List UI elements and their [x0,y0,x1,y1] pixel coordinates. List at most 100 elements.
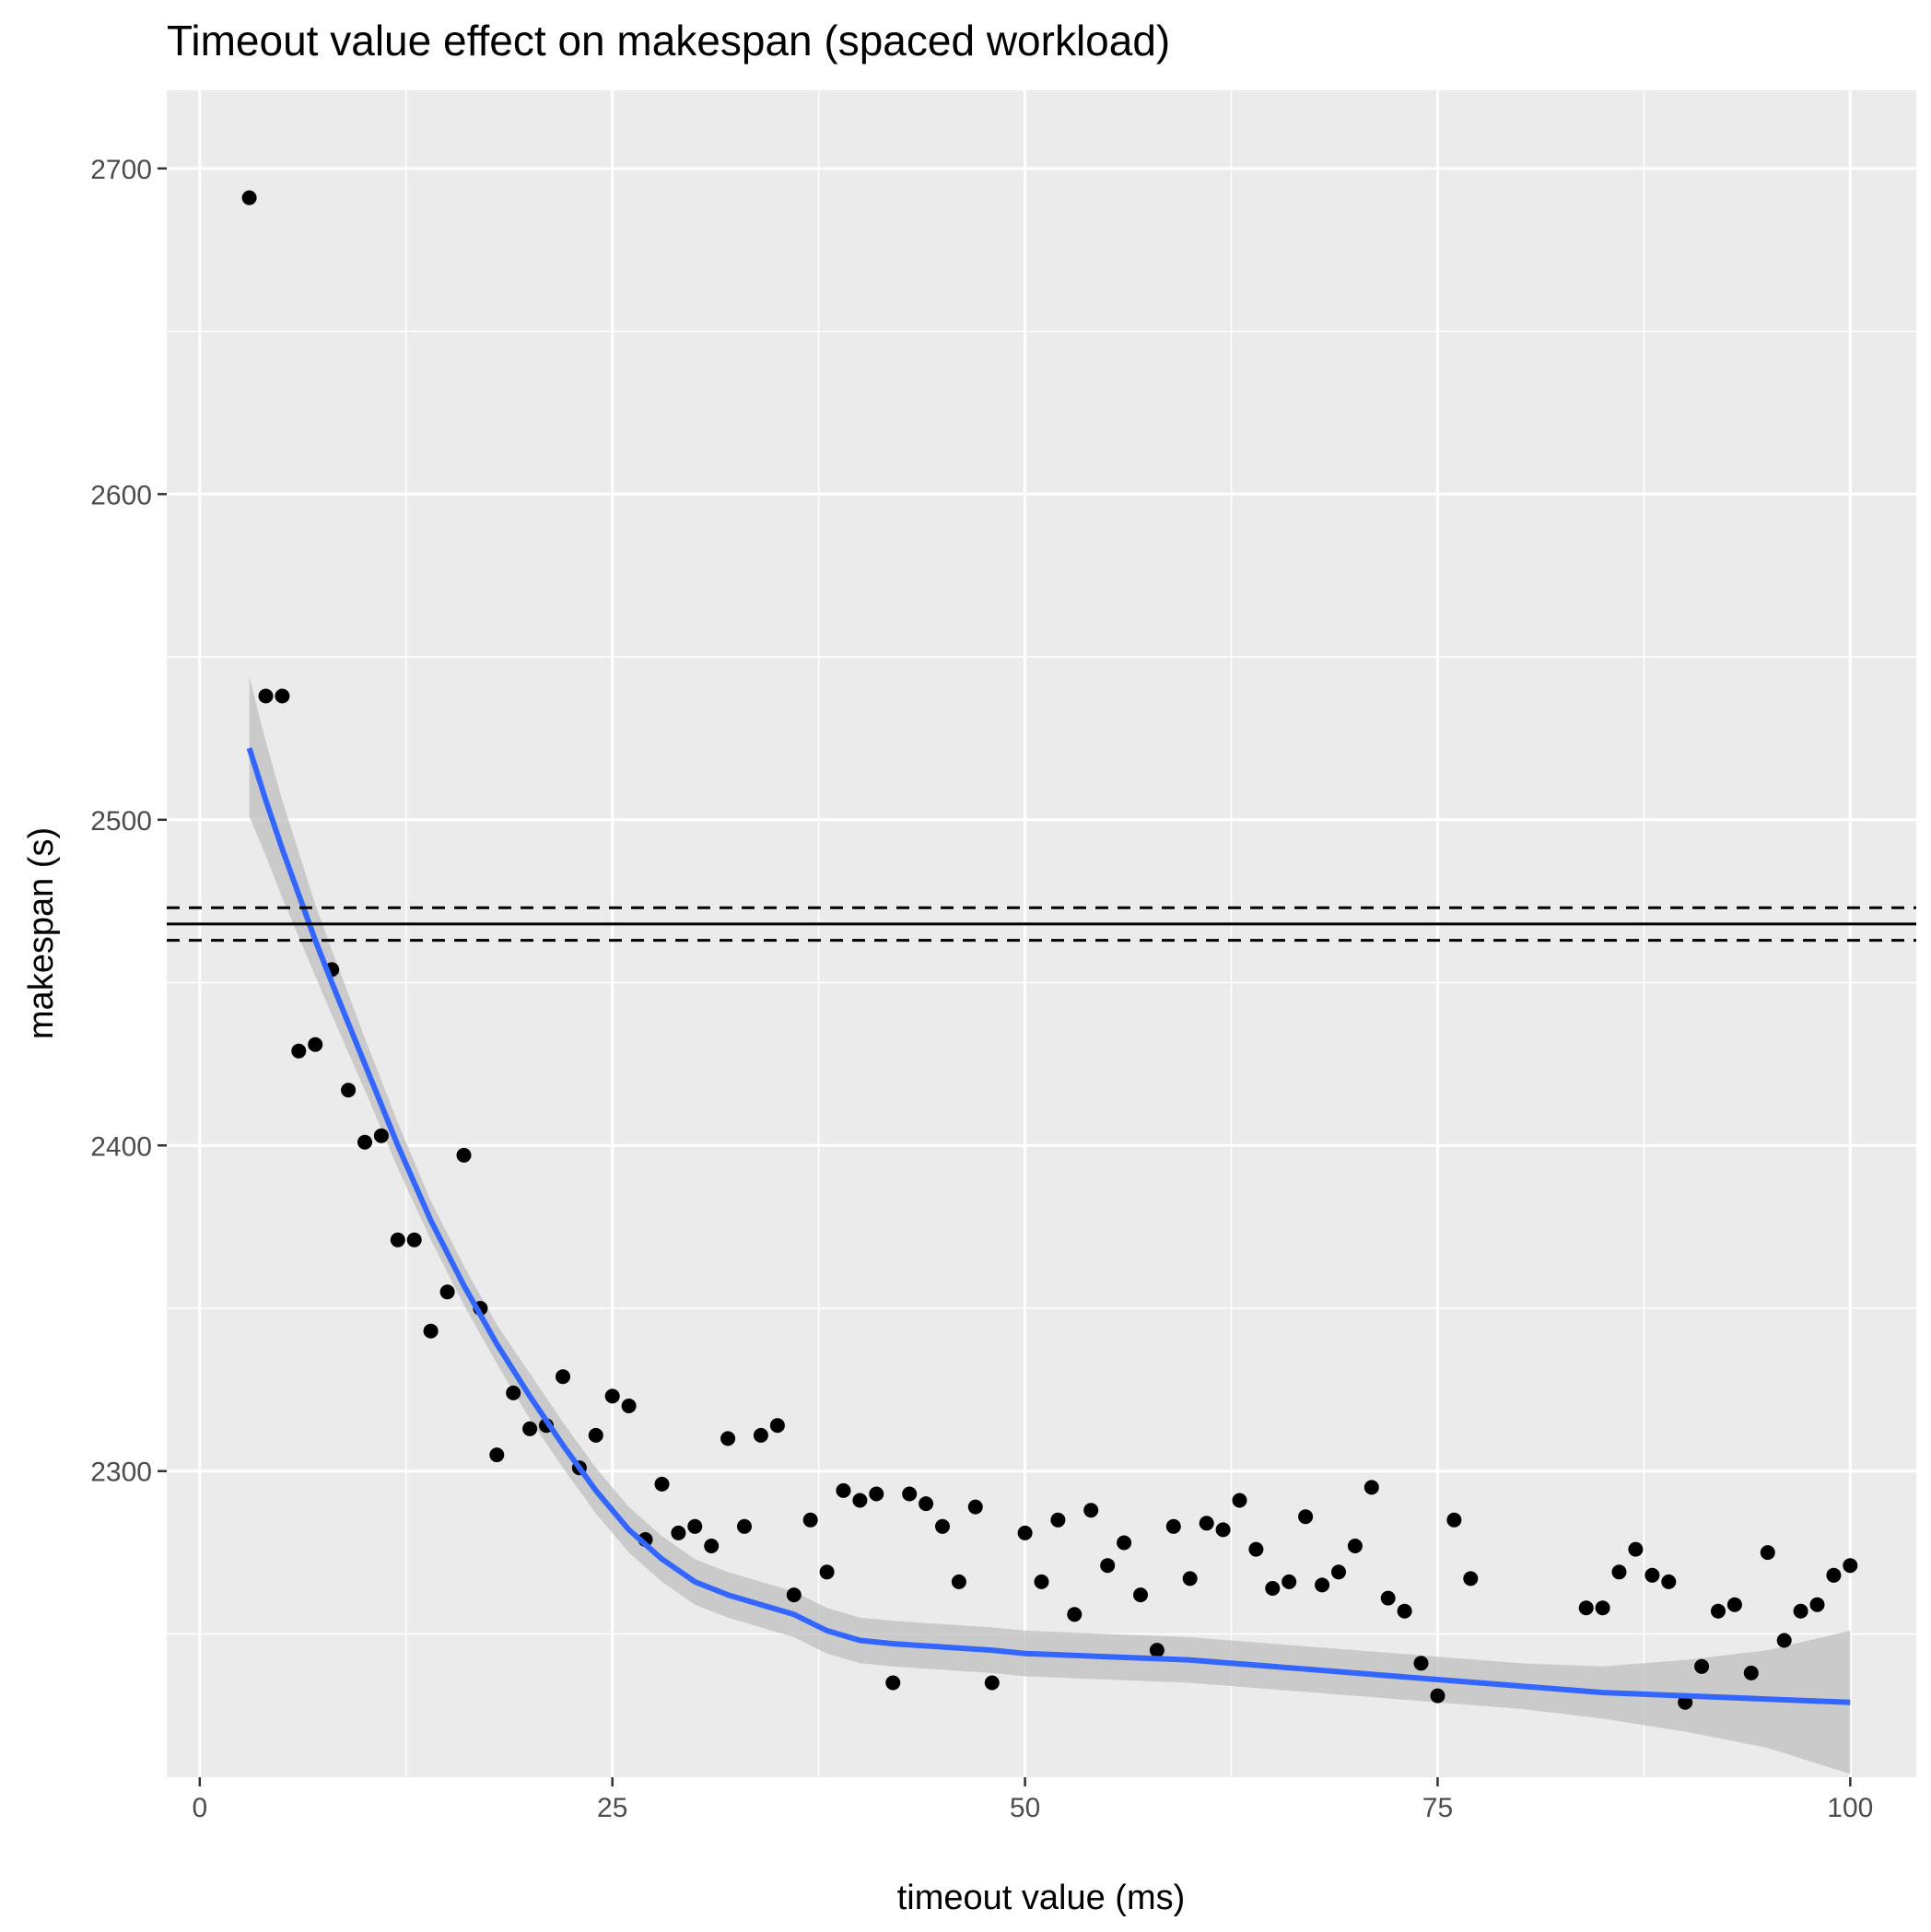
data-point [1413,1656,1429,1671]
data-point [704,1539,720,1553]
panel-background [167,90,1916,1777]
data-point [1182,1571,1198,1587]
data-point [1661,1574,1677,1589]
data-point [506,1385,521,1400]
x-tick-label: 50 [1010,1793,1040,1823]
data-point [522,1421,538,1436]
y-tick-label: 2500 [90,806,152,837]
data-point [1793,1603,1808,1619]
x-tick-label: 0 [192,1793,207,1823]
data-point [390,1232,405,1247]
data-point [423,1323,439,1339]
x-tick-label: 25 [597,1793,627,1823]
data-point [786,1587,802,1603]
data-point [1165,1518,1181,1534]
data-point [1034,1574,1049,1589]
data-point [1380,1590,1396,1606]
data-point [1315,1577,1330,1593]
x-tick-label: 75 [1422,1793,1453,1823]
data-point [720,1431,736,1446]
data-point [456,1147,472,1163]
data-point [1711,1603,1726,1619]
data-point [902,1486,918,1502]
data-point [258,688,274,704]
data-point [275,688,290,704]
data-point [1578,1600,1594,1616]
data-point [802,1512,818,1528]
data-point [1100,1558,1116,1574]
data-point [1265,1581,1281,1596]
data-point [406,1232,422,1247]
data-point [1232,1493,1247,1508]
smooth-line [246,747,1851,1705]
data-point [1248,1541,1264,1557]
data-point [836,1482,851,1498]
data-point [654,1476,670,1492]
confidence-band [249,676,1851,1774]
data-point [935,1518,950,1534]
data-point [1215,1522,1231,1538]
y-axis-title: makespan (s) [22,827,61,1039]
data-point [1117,1535,1132,1551]
data-point [357,1134,372,1150]
data-point [621,1399,637,1413]
data-point [341,1083,357,1098]
x-tick-label: 100 [1827,1793,1873,1823]
data-point [1298,1509,1314,1525]
data-point [439,1284,455,1300]
data-point [1331,1564,1346,1580]
data-point [1726,1597,1742,1612]
x-axis: 0 25 50 75 100 [192,1777,1873,1823]
y-tick-label: 2700 [90,155,152,185]
data-point [1776,1633,1792,1648]
data-point [852,1493,868,1508]
data-point [1133,1587,1148,1603]
grid-major [167,90,1916,1777]
data-point [671,1525,686,1540]
data-point [1149,1643,1164,1658]
data-point [1017,1525,1033,1540]
data-point [241,190,257,205]
data-point [1397,1603,1412,1619]
data-point [1083,1503,1099,1518]
data-point [1760,1545,1775,1561]
data-point [687,1518,703,1534]
data-point [489,1447,505,1463]
data-point [869,1486,884,1502]
data-point [1611,1564,1627,1580]
data-point [951,1574,966,1589]
data-point [1843,1558,1858,1574]
data-point [556,1369,570,1385]
data-point [308,1036,323,1052]
data-point [1628,1541,1644,1557]
data-point [967,1499,983,1515]
data-point [1281,1574,1297,1589]
data-point [984,1675,1000,1691]
data-point [1644,1567,1660,1583]
data-point [1463,1571,1479,1587]
data-point [753,1427,768,1443]
data-point [604,1388,620,1404]
chart-title: Timeout value effect on makespan (spaced… [167,17,1170,64]
data-point [737,1518,752,1534]
data-point [919,1496,934,1512]
data-point [291,1043,307,1059]
data-point [885,1675,901,1691]
reference-lines [167,906,1916,943]
y-tick-label: 2400 [90,1131,152,1162]
data-point [588,1427,603,1443]
data-point [1595,1600,1610,1616]
data-point [1446,1512,1462,1528]
data-point [1743,1665,1759,1680]
data-point [1199,1516,1214,1531]
y-tick-label: 2600 [90,480,152,510]
data-point [373,1128,389,1143]
data-points [241,190,1858,1710]
data-point [819,1564,835,1580]
x-axis-title: timeout value (ms) [897,1879,1186,1917]
data-point [1809,1597,1825,1612]
data-point [1347,1539,1363,1553]
data-point [1067,1607,1083,1622]
data-point [1050,1512,1066,1528]
